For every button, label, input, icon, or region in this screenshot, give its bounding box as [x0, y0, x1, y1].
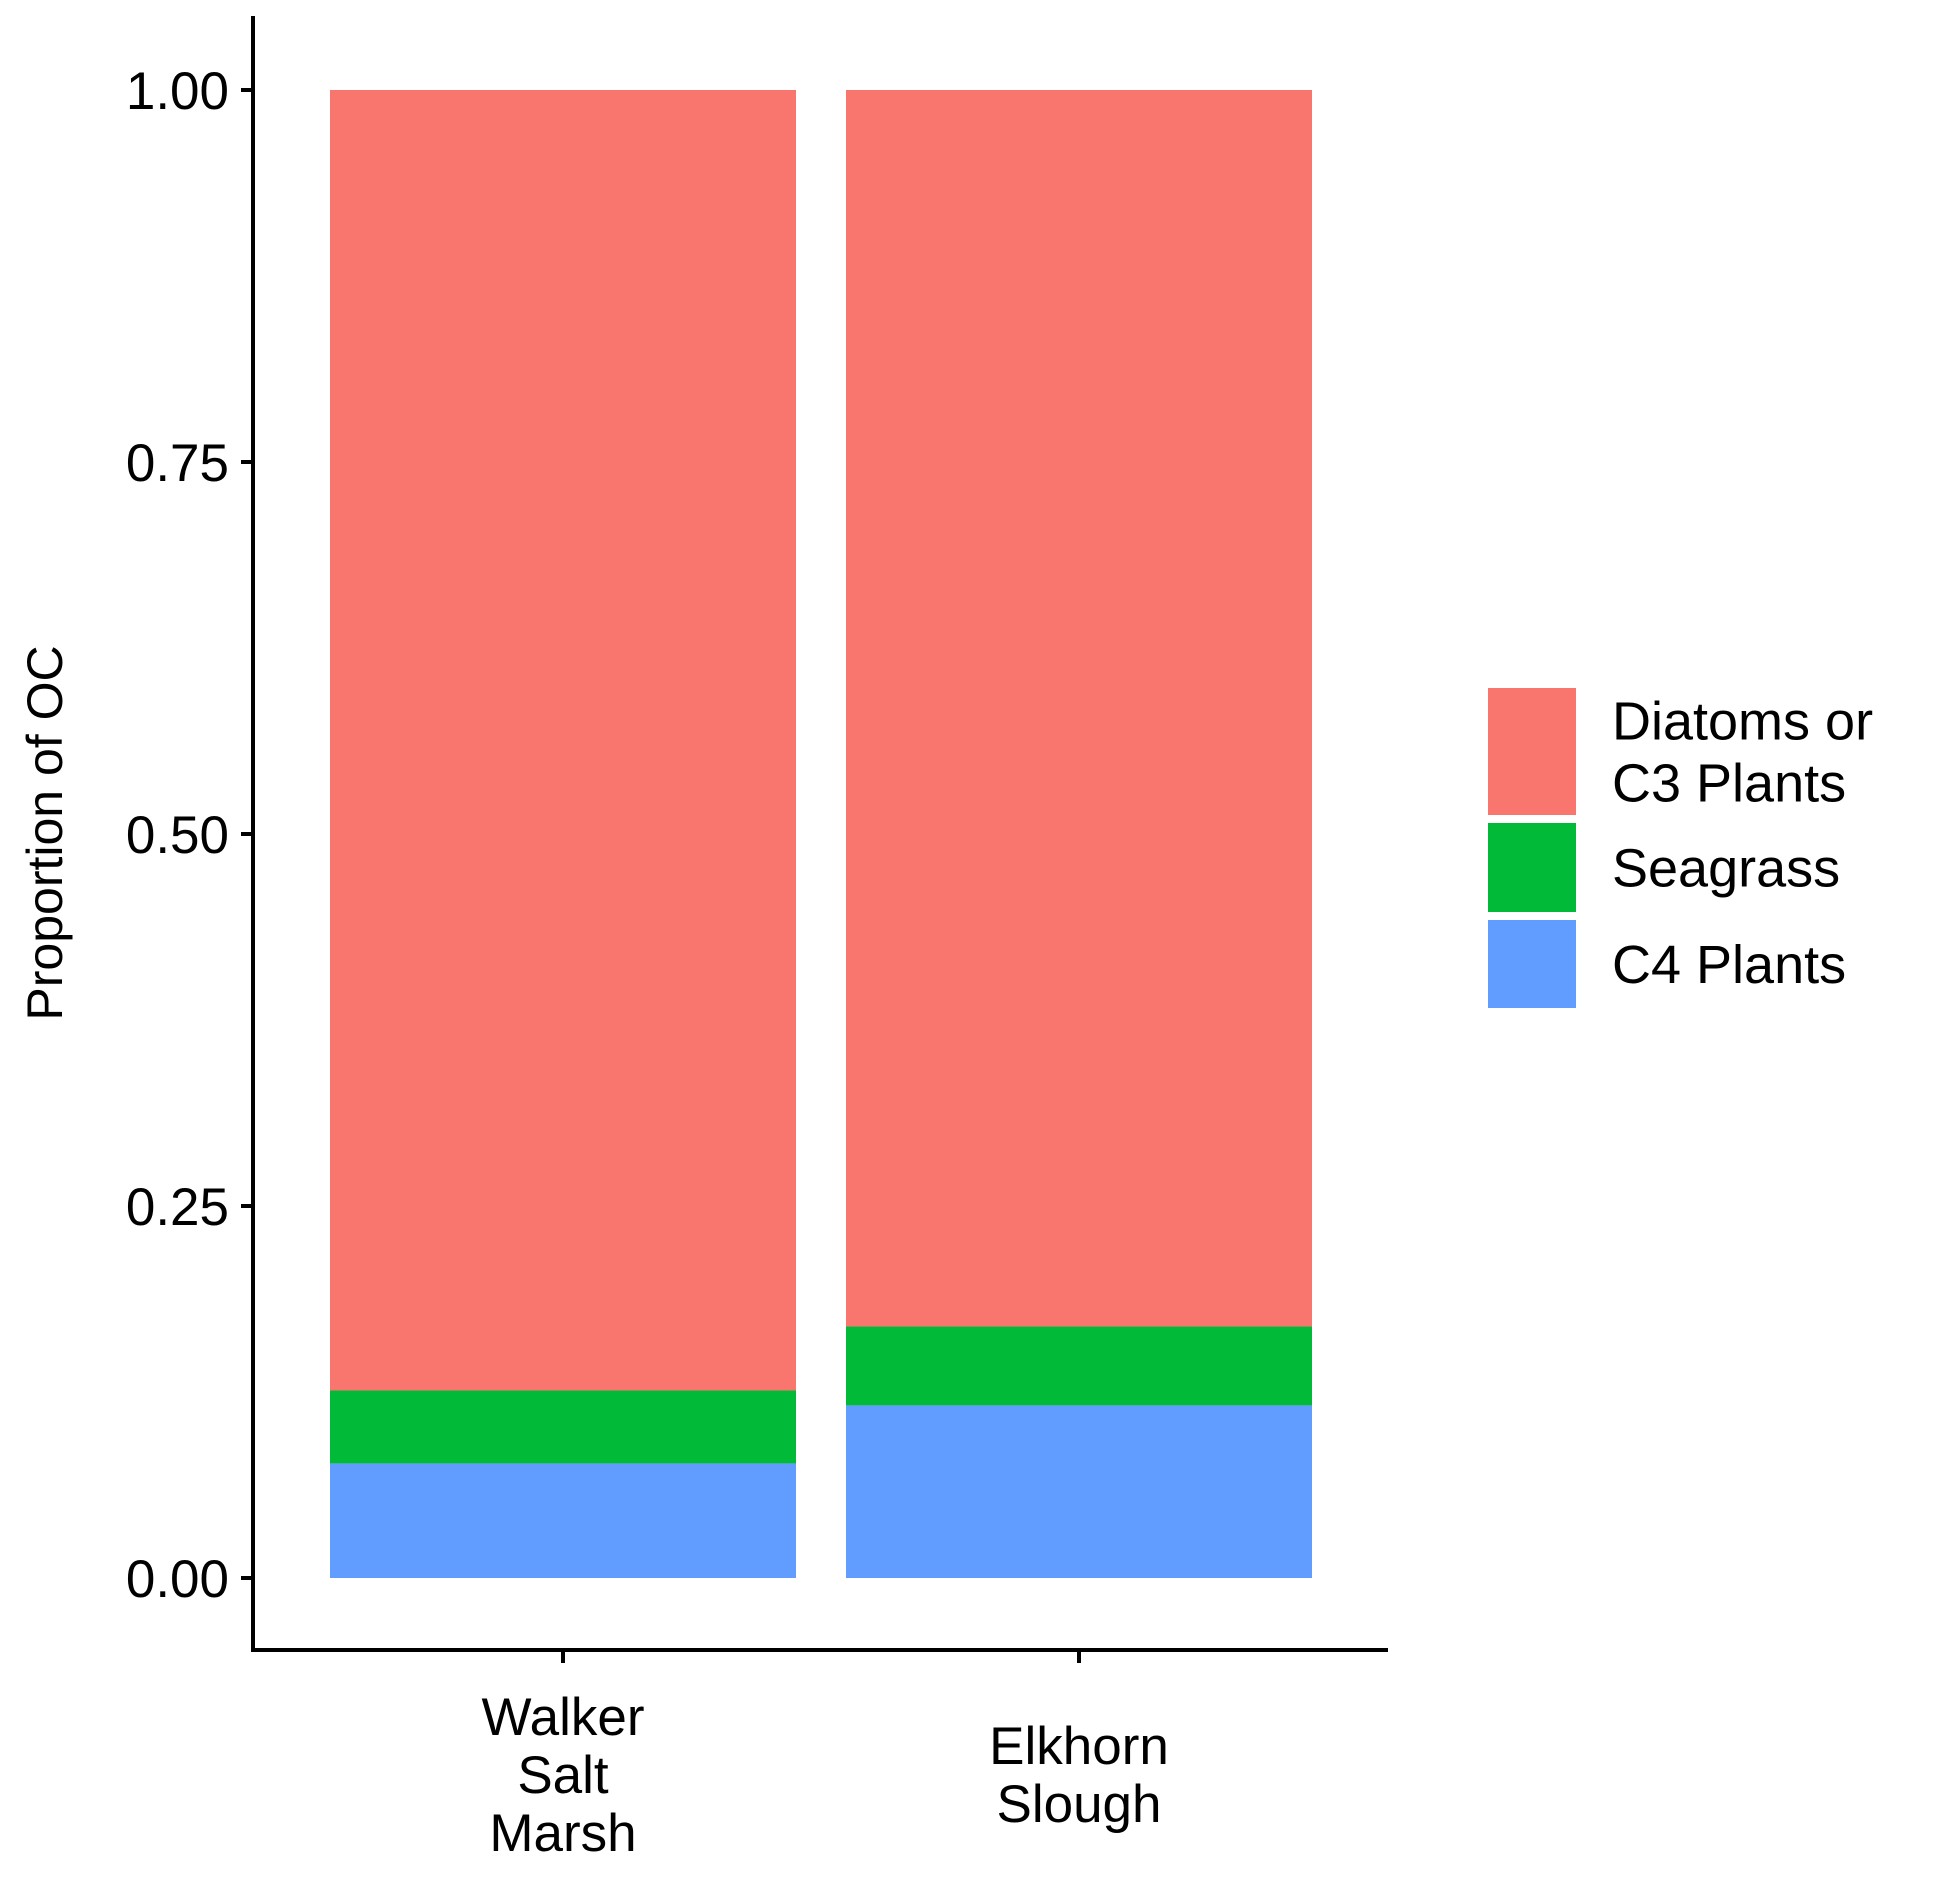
x-tick-label: Walker: [482, 1688, 645, 1747]
legend-label: C4 Plants: [1612, 935, 1846, 995]
legend-label: C3 Plants: [1612, 754, 1846, 814]
x-tick-label: Elkhorn: [989, 1717, 1169, 1776]
legend-key-c4-plants: [1488, 920, 1576, 1008]
bars-layer: [330, 90, 1312, 1578]
y-tick-label: 0.75: [126, 434, 229, 493]
y-tick-label: 0.50: [126, 806, 229, 865]
legend-label: Diatoms or: [1612, 692, 1873, 752]
x-tick-label: Salt: [517, 1746, 609, 1805]
legend-key-diatoms-or-c3-plants: [1488, 688, 1576, 815]
legend-key-seagrass: [1488, 823, 1576, 912]
y-axis-title: Proportion of OC: [17, 645, 73, 1020]
y-tick-label: 1.00: [126, 62, 229, 121]
bar-segment-seagrass-elkhorn-slough: [846, 1326, 1312, 1406]
bar-segment-seagrass-walker-salt-marsh: [330, 1390, 796, 1464]
bar-segment-c4-plants-walker-salt-marsh: [330, 1463, 796, 1578]
bar-segment-diatoms-or-c3-plants-elkhorn-slough: [846, 90, 1312, 1327]
x-tick-label: Marsh: [489, 1804, 636, 1863]
y-tick-label: 0.25: [126, 1178, 229, 1237]
x-tick-label: Slough: [996, 1775, 1161, 1834]
y-tick-label: 0.00: [126, 1550, 229, 1609]
bar-segment-c4-plants-elkhorn-slough: [846, 1405, 1312, 1578]
legend-label: Seagrass: [1612, 839, 1840, 899]
bar-segment-diatoms-or-c3-plants-walker-salt-marsh: [330, 90, 796, 1391]
y-ticks: 0.00 0.25 0.50 0.75 1.00: [126, 62, 253, 1609]
